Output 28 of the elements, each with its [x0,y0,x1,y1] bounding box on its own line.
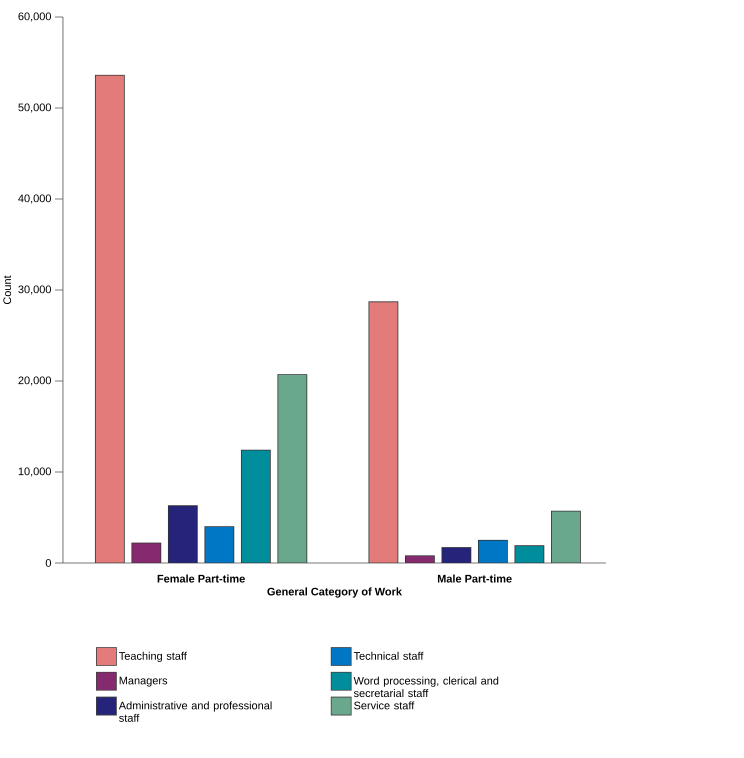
legend-label: Administrative and professional staff [118,701,272,722]
y-tick-label: 30,000 [18,285,51,295]
y-tick-label: 10,000 [18,467,51,477]
y-axis-title: Count [3,275,12,304]
legend-label: Service staff [354,701,414,710]
bar [94,74,125,563]
x-tick-label: Female Part-time [158,574,245,583]
y-tick-label: 50,000 [18,103,51,113]
y-tick-label: 60,000 [18,12,51,22]
x-tick-label: Male Part-time [438,574,512,583]
bar [240,450,271,563]
x-axis-title: General Category of Work [267,587,402,598]
bar [550,510,581,563]
bar [277,374,308,563]
bar [441,547,472,563]
legend-label: Technical staff [354,652,424,660]
y-tick-label: 40,000 [18,194,51,204]
legend-label: Managers [120,676,168,687]
legend-label: Teaching staff [119,652,187,662]
bar [168,505,198,563]
bar [204,526,234,563]
bar [131,542,162,563]
y-tick-label: 20,000 [18,376,51,386]
bar [368,301,398,563]
bar [478,540,508,563]
y-tick-label: 0 [46,559,51,567]
legend-label: Word processing, clerical and secretarial staff [354,676,498,698]
bar [514,545,544,563]
